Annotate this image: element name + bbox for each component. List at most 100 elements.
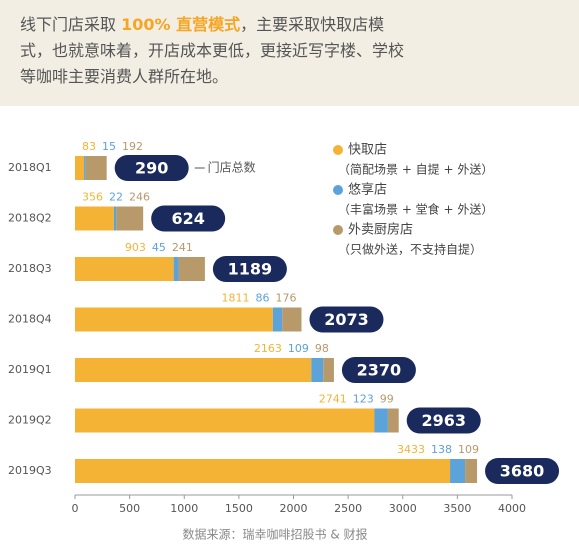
y-tick-label: 2018Q4 — [8, 313, 52, 326]
x-tick-label: 1000 — [170, 502, 198, 515]
bar-segment — [75, 156, 85, 180]
value-label: 109 — [458, 443, 479, 456]
value-labels: 356 22 246 — [82, 191, 150, 204]
bar-segment — [387, 408, 399, 433]
y-tick-label: 2018Q1 — [8, 161, 52, 174]
total-label: 2963 — [421, 411, 466, 430]
intro-line: 式，也就意味着，开店成本更低，更接近写字楼、学校 — [20, 41, 404, 60]
total-pill — [485, 458, 560, 484]
bar-segment — [75, 206, 114, 231]
bar-segment — [85, 156, 107, 180]
total-label: 3680 — [500, 462, 545, 481]
total-pill — [151, 205, 226, 232]
value-label: 2741 — [319, 393, 347, 406]
value-label: 86 — [255, 292, 269, 305]
value-label: 22 — [109, 191, 123, 204]
value-label: 1811 — [221, 292, 249, 305]
intro-line: 线下门店采取 100% 直营模式，主要采取快取店模 — [20, 15, 384, 34]
intro-text: ，主要采取快取店模 — [240, 15, 384, 34]
value-label: 241 — [172, 241, 193, 254]
value-labels: 903 45 241 — [125, 241, 193, 254]
bar-segment — [323, 358, 334, 382]
bar-segment — [84, 156, 86, 180]
value-label: 176 — [275, 292, 296, 305]
legend-note: （丰富场景 + 堂食 + 外送） — [338, 202, 493, 217]
source: 数据来源：瑞幸咖啡招股书 & 财报 — [183, 527, 368, 542]
value-label: 15 — [102, 140, 116, 153]
bar-segment — [113, 206, 117, 231]
value-label: 98 — [315, 342, 329, 355]
total-pill — [406, 407, 481, 434]
legend-note: （只做外送，不支持自提） — [338, 242, 482, 257]
total-pill — [341, 357, 416, 383]
total-pill — [212, 256, 287, 282]
value-label: 903 — [125, 241, 146, 254]
y-tick-label: 2019Q3 — [8, 464, 52, 477]
value-label: 2163 — [254, 342, 282, 355]
value-label: 99 — [380, 393, 394, 406]
legend-marker — [333, 185, 343, 195]
value-label: 356 — [82, 191, 103, 204]
x-tick-label: 4000 — [498, 502, 526, 515]
total-label: 290 — [135, 159, 168, 178]
bar-segment — [75, 307, 273, 332]
bar-segment — [311, 358, 324, 382]
x-tick-label: 3000 — [389, 502, 417, 515]
legend-marker — [333, 145, 343, 155]
value-label: 123 — [353, 393, 374, 406]
value-label: 138 — [431, 443, 452, 456]
value-labels: 3433 138 109 — [397, 443, 479, 456]
value-labels: 2741 123 99 — [319, 393, 394, 406]
intro-line: 等咖啡主要消费人群所在地。 — [20, 67, 228, 86]
bar-segment — [75, 358, 312, 382]
intro-background — [0, 0, 579, 106]
bar-segment — [75, 257, 174, 281]
value-label: 83 — [82, 140, 96, 153]
bar-segment — [465, 459, 478, 483]
bar-segment — [75, 408, 375, 433]
total-label: 2370 — [357, 361, 402, 380]
x-tick-label: 0 — [72, 502, 79, 515]
totals-annotation: 门店总数 — [208, 160, 256, 175]
intro-text: 等咖啡主要消费人群所在地。 — [20, 67, 228, 86]
y-tick-label: 2018Q2 — [8, 212, 52, 225]
x-tick-label: 2500 — [334, 502, 362, 515]
value-labels: 2163 109 98 — [254, 342, 329, 355]
bar-segment — [450, 459, 466, 483]
bar-segment — [272, 307, 283, 332]
value-labels: 83 15 192 — [82, 140, 143, 153]
x-tick-label: 3500 — [443, 502, 471, 515]
y-tick-label: 2019Q1 — [8, 363, 52, 376]
x-tick-label: 2000 — [280, 502, 308, 515]
value-label: 45 — [152, 241, 166, 254]
value-label: 192 — [122, 140, 143, 153]
intro-text: 式，也就意味着，开店成本更低，更接近写字楼、学校 — [20, 41, 404, 60]
legend-note: （简配场景 + 自提 + 外送） — [338, 162, 493, 177]
bar-segment — [282, 307, 302, 332]
value-labels: 1811 86 176 — [221, 292, 296, 305]
x-tick-label: 1500 — [225, 502, 253, 515]
bar-segment — [178, 257, 205, 281]
bar-segment — [374, 408, 388, 433]
bar-segment — [116, 206, 144, 231]
legend-label: 悠享店 — [348, 182, 387, 198]
x-tick-label: 500 — [119, 502, 140, 515]
total-pill — [309, 306, 384, 333]
total-pill — [114, 155, 189, 181]
legend-marker — [333, 225, 343, 235]
total-label: 1189 — [228, 260, 273, 279]
legend-label: 快取店 — [348, 143, 387, 158]
legend-label: 外卖厨房店 — [348, 222, 413, 238]
bar-segment — [173, 257, 179, 281]
y-tick-label: 2018Q3 — [8, 262, 52, 275]
total-label: 624 — [171, 209, 204, 228]
intro-text: 线下门店采取 — [20, 15, 121, 34]
value-label: 3433 — [397, 443, 425, 456]
value-label: 109 — [288, 342, 309, 355]
intro-highlight: 100% 直营模式 — [121, 15, 240, 34]
y-tick-label: 2019Q2 — [8, 414, 52, 427]
value-label: 246 — [129, 191, 150, 204]
total-label: 2073 — [324, 310, 369, 329]
